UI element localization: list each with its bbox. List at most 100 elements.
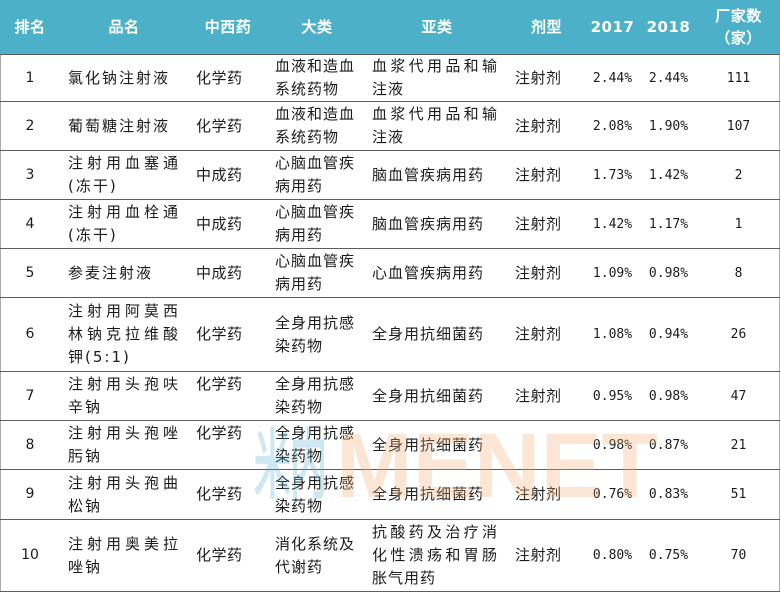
column-header-category: 大类 — [268, 0, 366, 54]
category-cell: 心脑血管疾病用药 — [268, 249, 366, 297]
product-name-cell-text: 注射用血栓通(冻干) — [68, 203, 180, 244]
category-cell: 心脑血管疾病用药 — [268, 151, 366, 199]
product-name-cell-text: 注射用阿莫西林钠克拉维酸钾(5:1) — [68, 302, 180, 366]
product-name-cell: 注射用奥美拉唑钠 — [60, 520, 188, 591]
subcategory-cell: 脑血管疾病用药 — [366, 200, 508, 248]
share-2018-cell-text: 0.87% — [648, 437, 689, 453]
share-2017-cell-text: 0.80% — [592, 548, 633, 563]
dosage-form-cell-text: 注射剂 — [515, 325, 562, 343]
manufacturer-count-cell-text: 107 — [726, 118, 751, 134]
dosage-form-cell: 注射剂 — [508, 102, 585, 150]
manufacturer-count-cell: 2 — [697, 151, 780, 199]
category-cell: 心脑血管疾病用药 — [268, 200, 366, 248]
manufacturer-count-cell: 26 — [697, 298, 780, 371]
medicine-type-cell-text: 化学药 — [196, 375, 243, 393]
manufacturer-count-cell: 21 — [697, 421, 780, 469]
share-2017-cell-text: 0.76% — [592, 487, 633, 502]
medicine-type-cell: 化学药 — [188, 372, 268, 420]
table-row: 2 葡萄糖注射液 化学药 血液和造血系统药物 血浆代用品和输注液 注射剂 2.08% 1.90… — [0, 102, 780, 151]
share-2018-cell: 0.98% — [640, 372, 697, 420]
category-cell: 全身用抗感染药物 — [268, 421, 366, 469]
medicine-type-cell: 中成药 — [188, 151, 268, 199]
dosage-form-cell: 注射剂 — [508, 249, 585, 297]
product-name-cell-text: 氯化钠注射液 — [68, 68, 171, 87]
subcategory-cell: 脑血管疾病用药 — [366, 151, 508, 199]
column-header-2018: 2018 — [640, 0, 697, 54]
rank-cell: 9 — [0, 470, 60, 519]
column-header-2018-label: 2018 — [646, 18, 691, 36]
dosage-form-cell: 注射剂 — [508, 298, 585, 371]
share-2017-cell: 1.73% — [585, 151, 640, 199]
product-name-cell: 参麦注射液 — [60, 249, 188, 297]
share-2017-cell-text: 1.08% — [592, 327, 633, 342]
table-row: 6 注射用阿莫西林钠克拉维酸钾(5:1) 化学药 全身用抗感染药物 全身用抗细菌药 注射剂… — [0, 298, 780, 372]
medicine-type-cell-text: 中成药 — [196, 214, 243, 233]
share-2018-cell-text: 0.98% — [648, 265, 689, 281]
column-header-subcategory-label: 亚类 — [421, 18, 453, 36]
rank-cell: 5 — [0, 249, 60, 297]
subcategory-cell: 全身用抗细菌药 — [366, 421, 508, 469]
dosage-form-cell-text: 注射剂 — [515, 116, 562, 135]
subcategory-cell-text: 脑血管疾病用药 — [372, 214, 485, 233]
product-name-cell-text: 注射用奥美拉唑钠 — [68, 534, 180, 576]
product-name-cell-text: 注射用血塞通(冻干) — [68, 154, 180, 195]
share-2018-cell: 0.75% — [640, 520, 697, 591]
share-2018-cell: 2.44% — [640, 55, 697, 101]
share-2017-cell: 0.98% — [585, 421, 640, 469]
share-2018-cell-text: 1.42% — [648, 167, 689, 183]
share-2017-cell-text: 1.73% — [592, 167, 633, 183]
column-header-dosage-form-label: 剂型 — [530, 18, 562, 36]
share-2017-cell: 2.08% — [585, 102, 640, 150]
manufacturer-count-cell-text: 2 — [734, 167, 743, 183]
share-2018-cell: 0.87% — [640, 421, 697, 469]
subcategory-cell: 全身用抗细菌药 — [366, 298, 508, 371]
product-name-cell: 注射用阿莫西林钠克拉维酸钾(5:1) — [60, 298, 188, 371]
medicine-type-cell: 中成药 — [188, 200, 268, 248]
column-header-product-name-label: 品名 — [108, 18, 140, 36]
dosage-form-cell: 注射剂 — [508, 151, 585, 199]
rank-cell-text: 8 — [25, 436, 35, 453]
rank-cell-text: 10 — [21, 547, 39, 563]
product-name-cell: 注射用头孢呋辛钠 — [60, 372, 188, 420]
share-2018-cell: 1.42% — [640, 151, 697, 199]
share-2017-cell-text: 0.98% — [592, 437, 633, 453]
column-header-medicine-type-label: 中西药 — [204, 18, 252, 36]
column-header-product-name: 品名 — [60, 0, 188, 54]
share-2017-cell-text: 2.08% — [592, 118, 633, 134]
column-header-dosage-form: 剂型 — [508, 0, 585, 54]
share-2018-cell-text: 0.98% — [648, 388, 689, 404]
manufacturer-count-cell-text: 70 — [730, 548, 747, 563]
share-2017-cell: 0.95% — [585, 372, 640, 420]
medicine-type-cell: 化学药 — [188, 298, 268, 371]
dosage-form-cell-text: 注射剂 — [515, 386, 562, 405]
rank-cell-text: 6 — [25, 326, 35, 342]
medicine-type-cell: 化学药 — [188, 470, 268, 519]
rank-cell: 7 — [0, 372, 60, 420]
category-cell-text: 全身用抗感染药物 — [275, 375, 356, 416]
category-cell-text: 血液和造血系统药物 — [275, 105, 356, 146]
medicine-type-cell: 化学药 — [188, 421, 268, 469]
medicine-type-cell-text: 化学药 — [196, 485, 243, 503]
table-row: 5 参麦注射液 中成药 心脑血管疾病用药 心血管疾病用药 注射剂 1.09% 0.98% 8 — [0, 249, 780, 298]
category-cell: 血液和造血系统药物 — [268, 55, 366, 101]
rank-cell-text: 4 — [25, 215, 35, 232]
subcategory-cell-text: 抗酸药及治疗消化性溃疡和胃肠胀气用药 — [372, 523, 498, 587]
rank-cell: 10 — [0, 520, 60, 591]
table-header-row: 排名 品名 中西药 大类 亚类 剂型 2017 2018 厂家数（家） — [0, 0, 780, 55]
dosage-form-cell-text: 注射剂 — [515, 546, 562, 564]
share-2018-cell-text: 1.17% — [648, 216, 689, 232]
subcategory-cell: 心血管疾病用药 — [366, 249, 508, 297]
rank-cell: 1 — [0, 55, 60, 101]
category-cell-text: 心脑血管疾病用药 — [275, 203, 356, 244]
category-cell-text: 心脑血管疾病用药 — [275, 154, 356, 195]
column-header-rank: 排名 — [0, 0, 60, 54]
category-cell-text: 全身用抗感染药物 — [275, 473, 356, 515]
share-2018-cell: 1.17% — [640, 200, 697, 248]
subcategory-cell: 抗酸药及治疗消化性溃疡和胃肠胀气用药 — [366, 520, 508, 591]
table-row: 4 注射用血栓通(冻干) 中成药 心脑血管疾病用药 脑血管疾病用药 注射剂 1.42% 1.1… — [0, 200, 780, 249]
product-name-cell-text: 葡萄糖注射液 — [68, 116, 171, 135]
table-body: 1 氯化钠注射液 化学药 血液和造血系统药物 血浆代用品和输注液 注射剂 2.44% 2.44… — [0, 55, 780, 592]
subcategory-cell: 血浆代用品和输注液 — [366, 102, 508, 150]
subcategory-cell-text: 全身用抗细菌药 — [372, 485, 485, 503]
